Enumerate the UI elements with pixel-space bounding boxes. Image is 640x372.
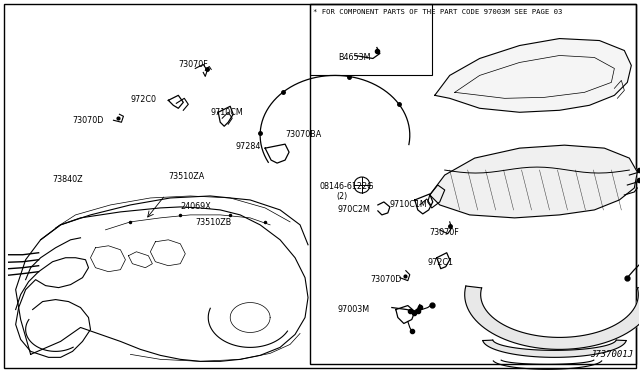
Bar [310,4,636,364]
Polygon shape [435,39,631,112]
Text: * FOR COMPONENT PARTS OF THE PART CODE 97003M SEE PAGE 03: * FOR COMPONENT PARTS OF THE PART CODE 9… [313,9,563,15]
Polygon shape [483,340,626,357]
Polygon shape [465,286,640,349]
Polygon shape [430,145,637,218]
Text: 9710C1M: 9710C1M [390,200,428,209]
Text: 73510ZA: 73510ZA [168,172,205,181]
Text: 970C2M: 970C2M [338,205,371,214]
Text: 73070D: 73070D [72,116,104,125]
Text: 972C1: 972C1 [428,258,454,267]
Text: 972C0: 972C0 [131,95,156,104]
Text: 24069X: 24069X [180,202,211,211]
Text: J737001J: J737001J [590,350,634,359]
Text: 73840Z: 73840Z [52,175,83,184]
Text: (2): (2) [336,192,348,201]
Text: 73070F: 73070F [430,228,460,237]
Text: 73070D: 73070D [370,275,401,284]
Text: B4653M: B4653M [338,52,371,61]
Text: 9710CM: 9710CM [210,108,243,117]
Text: 73070BA: 73070BA [285,130,321,139]
Text: 97003M: 97003M [338,305,370,314]
Text: 73070F: 73070F [179,61,208,70]
Text: 73510ZB: 73510ZB [195,218,232,227]
Bar [310,4,432,76]
Text: 97284: 97284 [235,142,260,151]
Text: 08146-6122G: 08146-6122G [320,182,374,191]
